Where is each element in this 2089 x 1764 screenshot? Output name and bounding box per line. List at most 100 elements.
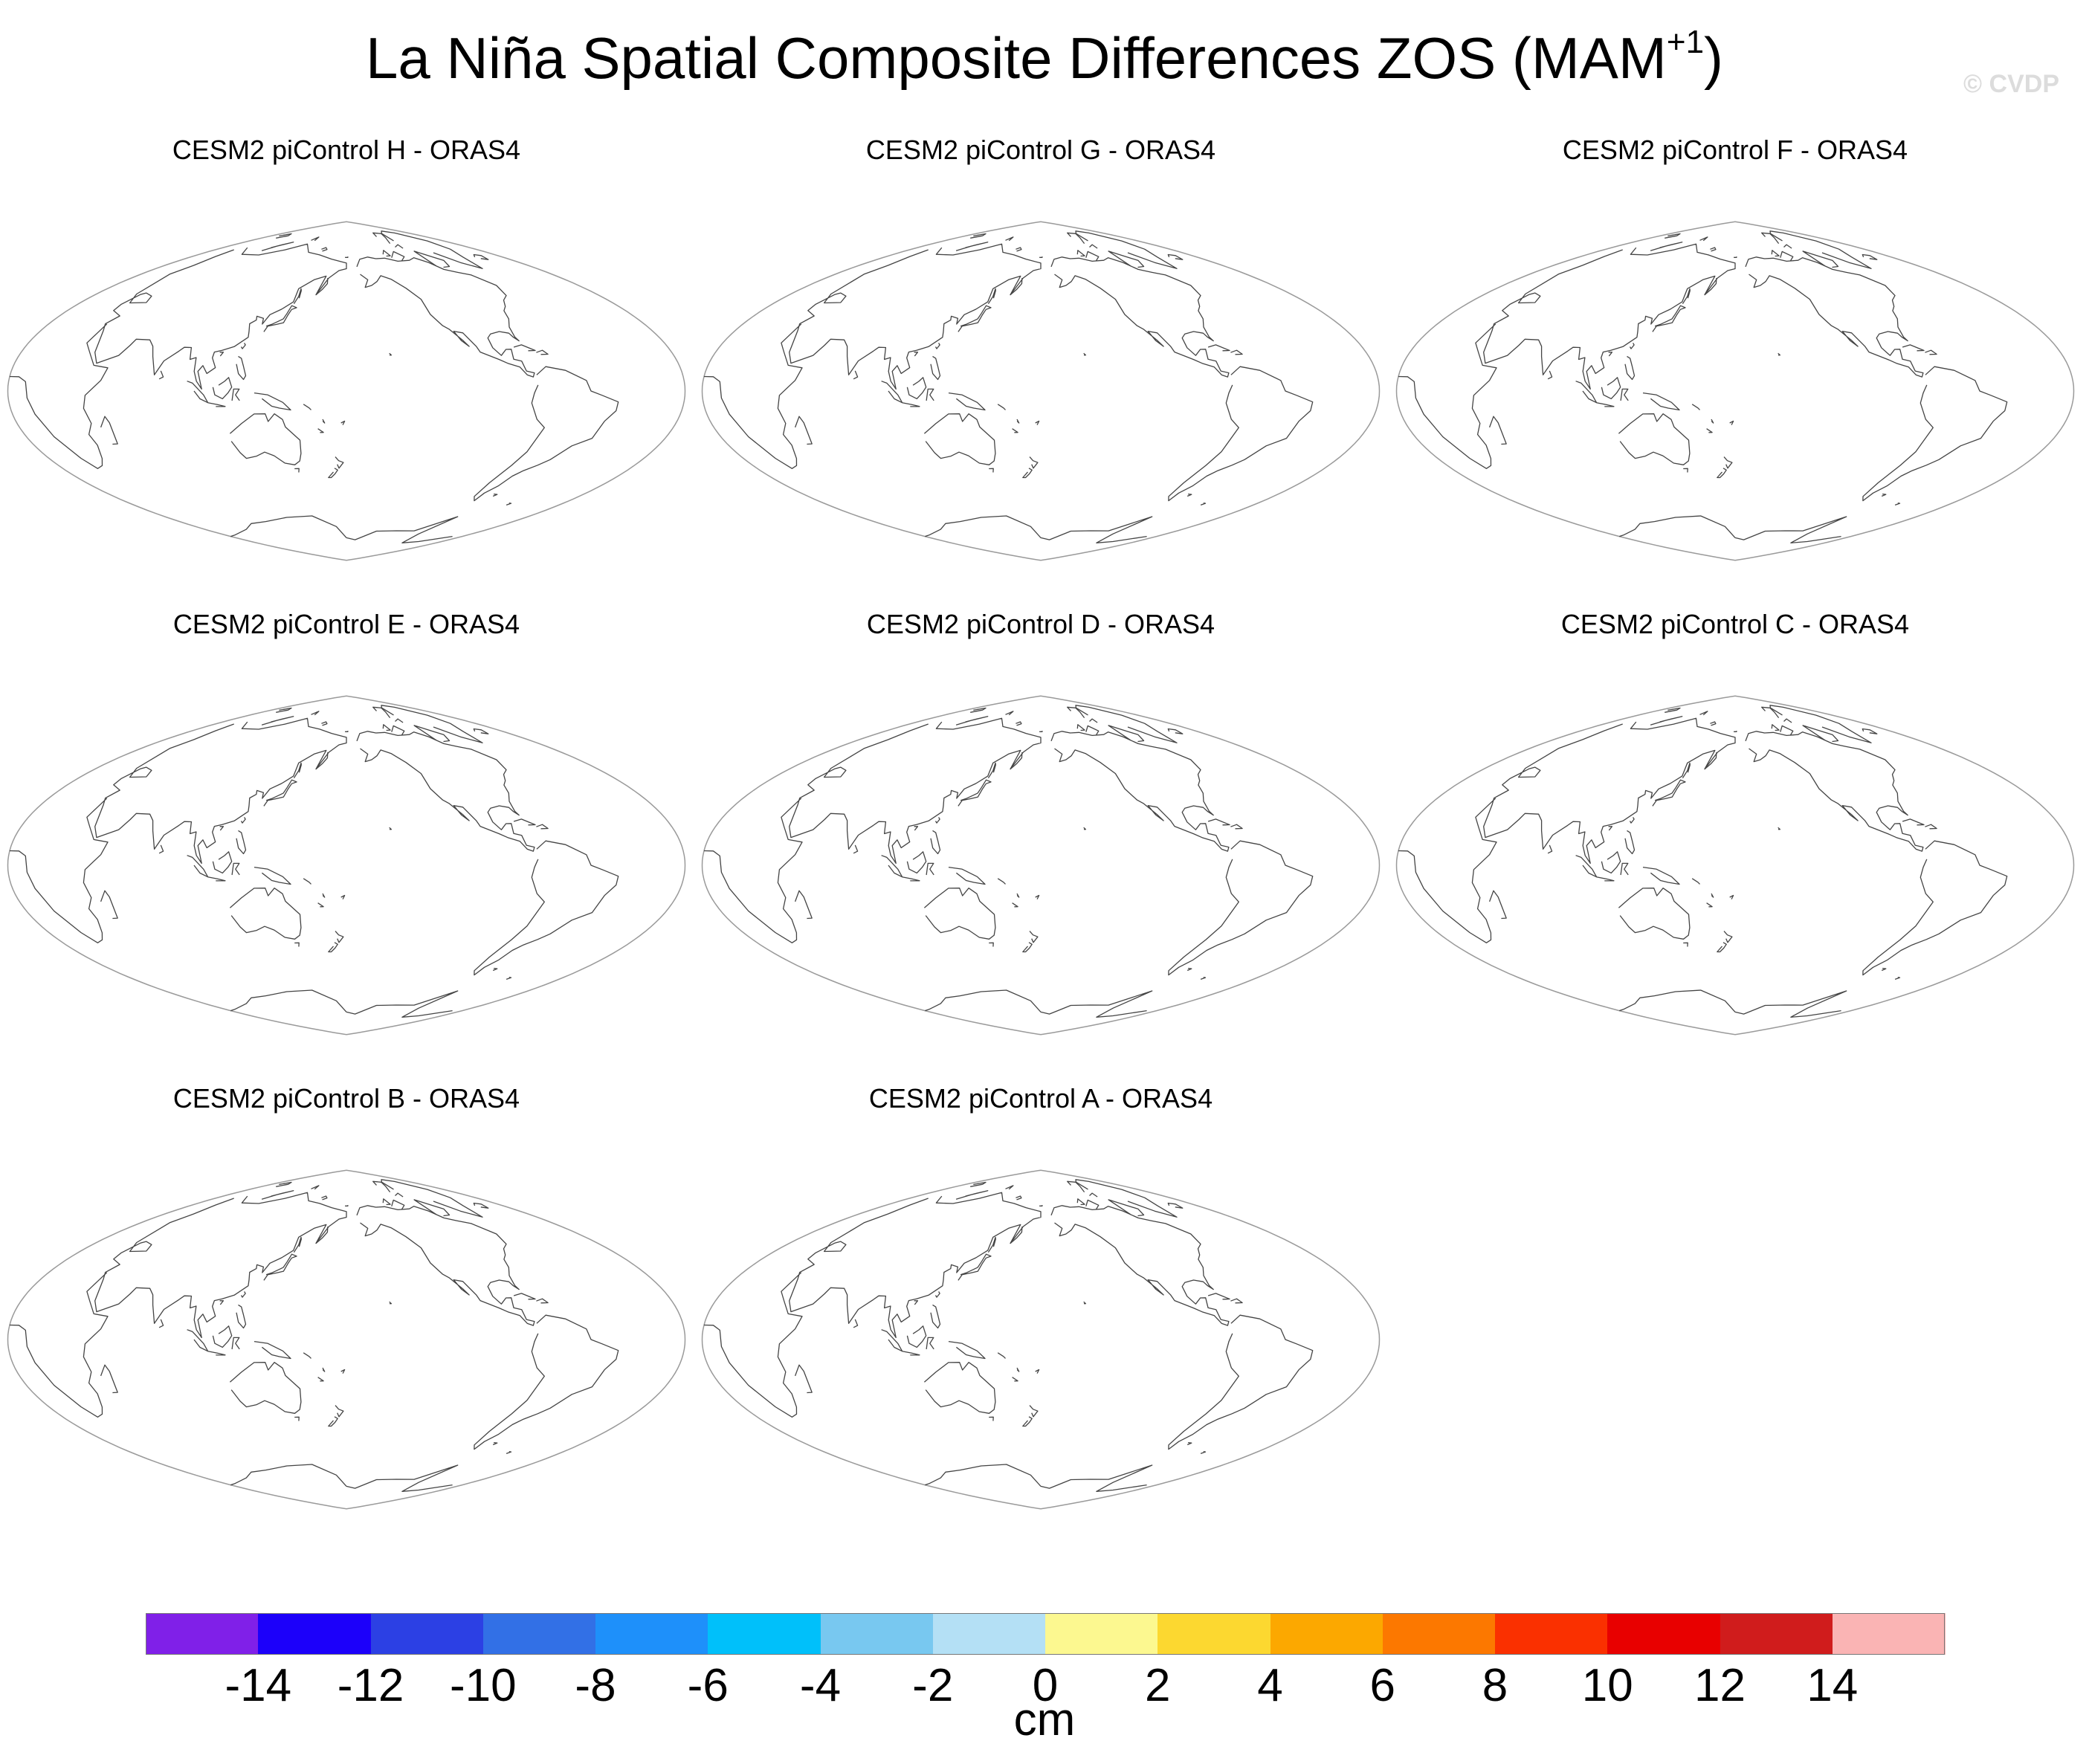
colorbar-tick-label: 14 <box>1807 1660 1859 1711</box>
coastline-java <box>1596 402 1615 407</box>
coastline-new-zealand-north <box>1029 931 1039 943</box>
coastline-new-zealand-south <box>1717 468 1727 479</box>
colorbar-box <box>1607 1613 1720 1655</box>
coastline-philippines <box>236 830 247 855</box>
coastline-svalbard <box>970 707 987 713</box>
coastline-borneo <box>1601 377 1621 400</box>
coastline-tasmania <box>989 942 994 947</box>
coastline-north-america <box>1745 256 1924 378</box>
coastline-wrangel-island <box>345 256 349 258</box>
coastline-svalbard <box>1665 707 1681 713</box>
coastline-hispaniola <box>1230 1298 1243 1304</box>
coastline-africa-east <box>703 323 803 469</box>
coastline-devon-island <box>1089 244 1098 249</box>
coastline-south-georgia <box>506 977 512 980</box>
colorbar-tick-label: -6 <box>687 1660 729 1711</box>
map-panel-c: CESM2 piControl C - ORAS4 <box>1393 608 2077 1084</box>
coastline-sulawesi <box>231 388 240 401</box>
coastline-tasmania <box>989 1416 994 1421</box>
coastline-solomon-islands <box>1691 878 1700 885</box>
coastline-eurasia-east <box>1483 717 1736 865</box>
coastline-cuba <box>1902 344 1925 352</box>
coastline-sumatra <box>1575 855 1598 878</box>
world-map <box>1395 221 2075 561</box>
coastline-new-siberian-islands <box>1710 247 1717 252</box>
coastline-hispaniola <box>1925 824 1937 830</box>
colorbar-box <box>146 1613 259 1655</box>
coastline-fiji <box>1035 1369 1040 1374</box>
panel-title: CESM2 piControl E - ORAS4 <box>172 609 520 639</box>
coastline-hawaii <box>1778 827 1781 830</box>
coastline-new-zealand-south <box>1717 942 1727 953</box>
coastline-hispaniola <box>1230 824 1243 830</box>
coastline-hawaii <box>1083 827 1087 830</box>
coastline-north-america <box>356 1205 535 1326</box>
coastline-fiji <box>340 894 346 899</box>
coastline-devon-island <box>1783 718 1792 723</box>
coastline-new-zealand-south <box>328 468 338 479</box>
coastline-hawaii <box>389 352 393 356</box>
coastline-hawaii <box>1778 352 1781 356</box>
coastline-japan <box>1652 305 1686 332</box>
coastline-north-america <box>1050 1205 1230 1326</box>
panel-title: CESM2 piControl B - ORAS4 <box>172 1083 520 1114</box>
coastline-antarctica <box>1618 989 1847 1018</box>
coastline-new-guinea <box>948 866 986 885</box>
coastline-new-guinea <box>1642 866 1680 885</box>
colorbar-box <box>1495 1613 1608 1655</box>
colorbar-tick-label: 4 <box>1257 1660 1283 1711</box>
coastline-svalbard <box>276 707 292 713</box>
coastline-tasmania <box>294 942 300 947</box>
coastline-north-america <box>1050 256 1230 378</box>
coastline-new-zealand-north <box>335 1405 344 1418</box>
coastline-ellesmere-island <box>1761 706 1780 718</box>
coastline-new-zealand-south <box>1022 942 1033 953</box>
coastline-taiwan <box>934 1291 940 1298</box>
coastline-new-zealand-south <box>1022 1416 1033 1427</box>
coastline-vanuatu <box>1016 1367 1020 1372</box>
coastline-new-caledonia <box>317 1377 324 1382</box>
coastline-hainan <box>219 352 225 357</box>
coastline-java <box>1596 876 1615 882</box>
coastline-japan <box>958 1253 992 1281</box>
coastline-kamchatka <box>1704 277 1717 296</box>
coastline-eurasia-east <box>1483 243 1736 390</box>
map-outline <box>701 221 1381 561</box>
colorbar-box <box>708 1613 821 1655</box>
colorbar-tick-label: 2 <box>1145 1660 1171 1711</box>
coastline-africa-east <box>1398 798 1497 943</box>
coastline-iceland <box>1862 728 1878 734</box>
colorbar-tick-label: 6 <box>1369 1660 1395 1711</box>
coastline-new-caledonia <box>1706 902 1713 908</box>
coastline-new-zealand-north <box>1723 931 1733 943</box>
colorbar <box>146 1613 1946 1655</box>
coastline-sumatra <box>187 381 209 404</box>
coastline-devon-island <box>395 1192 404 1198</box>
coastline-hispaniola <box>1230 349 1243 355</box>
coastline-eurasia-east <box>94 243 347 390</box>
coastline-fiji <box>1729 894 1734 899</box>
coastline-antarctica <box>924 989 1153 1018</box>
coastline-wrangel-island <box>1734 256 1737 258</box>
coastline-japan <box>263 305 297 332</box>
coastline-ellesmere-island <box>1761 232 1780 244</box>
coastline-greenland <box>1769 230 1872 269</box>
coastline-vanuatu <box>322 1367 326 1372</box>
coastline-novaya-zemlya <box>1650 242 1683 251</box>
coastline-solomon-islands <box>303 1352 311 1359</box>
coastline-novaya-zemlya <box>261 242 294 251</box>
coastline-australia <box>229 888 302 940</box>
coastline-sumatra <box>1575 381 1598 404</box>
coastline-new-zealand-north <box>1029 456 1039 469</box>
coastline-greenland <box>381 705 483 743</box>
coastline-japan <box>263 1253 297 1281</box>
coastline-iceland <box>473 728 489 734</box>
coastline-baffin-island <box>1108 725 1145 743</box>
coastline-philippines <box>930 355 941 381</box>
coastline-australia <box>229 1362 302 1414</box>
coastline-iceland <box>1862 253 1878 260</box>
coastline-java <box>902 1351 920 1356</box>
coastline-severnaya-zemlya <box>1005 1185 1014 1190</box>
coastline-africa-east <box>1398 323 1497 469</box>
coastline-ellesmere-island <box>372 1180 391 1192</box>
